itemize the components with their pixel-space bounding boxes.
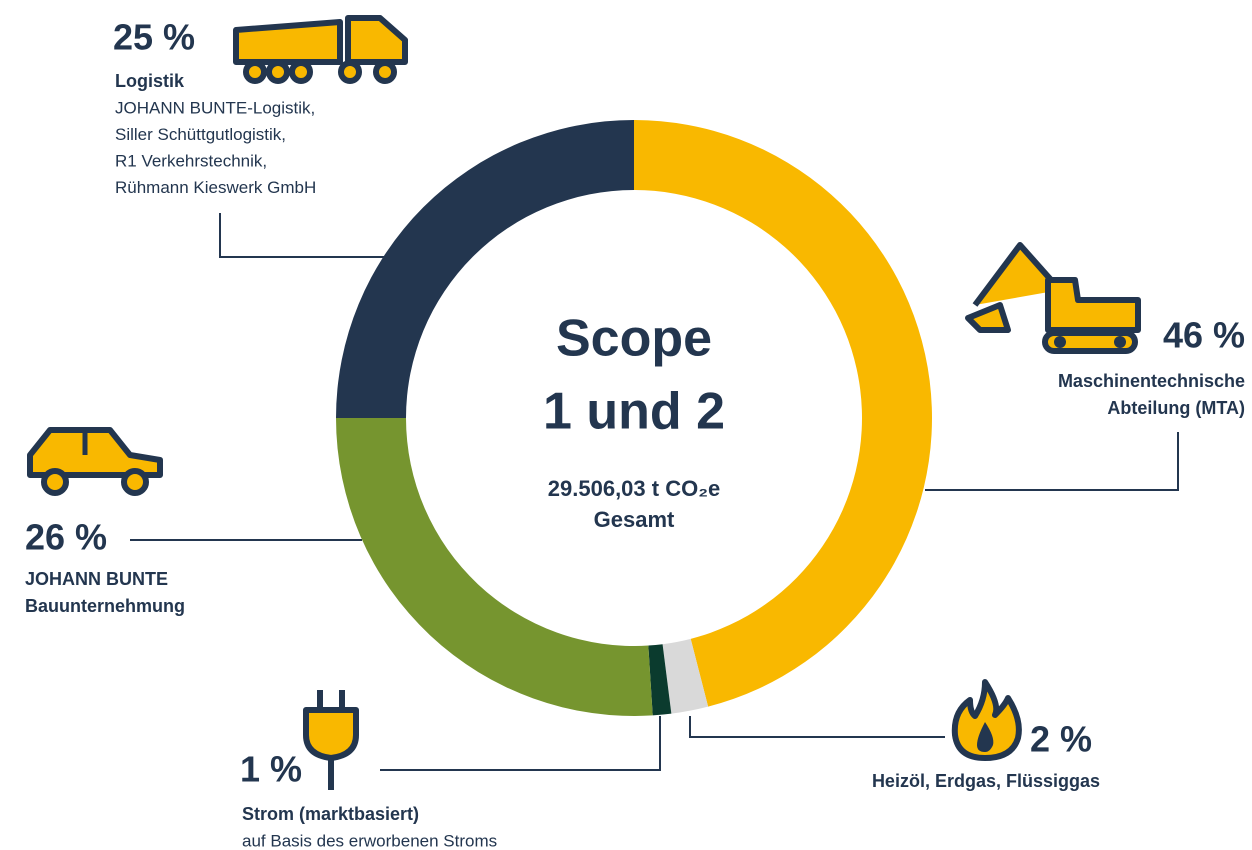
category-label-line: Maschinentechnische	[1058, 371, 1245, 391]
truck-icon	[233, 15, 408, 84]
leader-line	[689, 716, 945, 738]
leader-line	[380, 716, 661, 771]
donut-segment	[634, 120, 932, 707]
value-label: 2 %	[1030, 719, 1092, 760]
description: JOHANN BUNTE-Logistik,	[115, 98, 315, 117]
category-label-line: Bauunternehmung	[25, 596, 185, 616]
center-title-1: Scope	[556, 310, 712, 368]
description: Rühmann Kieswerk GmbH	[115, 178, 316, 197]
leader-line	[219, 213, 386, 258]
leader-line	[925, 432, 1179, 491]
category-label: Strom (marktbasiert)	[242, 804, 419, 824]
flame-icon	[951, 679, 1022, 761]
value-label: 46 %	[1163, 315, 1245, 356]
category-label-line: Heizöl, Erdgas, Flüssiggas	[872, 771, 1100, 791]
value-label: 26 %	[25, 517, 107, 558]
category-label-line: Logistik	[115, 71, 185, 91]
value-label: 1 %	[240, 749, 302, 790]
category-label: JOHANN BUNTE Bauunternehmung	[25, 569, 185, 616]
description: R1 Verkehrstechnik,	[115, 151, 267, 170]
category-label-line: Abteilung (MTA)	[1107, 398, 1245, 418]
center-note: Gesamt	[594, 507, 675, 532]
category-label: Heizöl, Erdgas, Flüssiggas	[872, 771, 1100, 791]
category-label: Logistik	[115, 71, 185, 91]
donut-segment	[336, 418, 653, 716]
plug-icon	[303, 690, 359, 790]
category-label-line: Strom (marktbasiert)	[242, 804, 419, 824]
center-subtitle: 29.506,03 t CO₂e	[548, 476, 720, 501]
category-label-line: JOHANN BUNTE	[25, 569, 168, 589]
value-label: 25 %	[113, 17, 195, 58]
donut-segment	[336, 120, 634, 418]
description: Siller Schüttgutlogistik,	[115, 125, 286, 144]
category-label: Maschinentechnische Abteilung (MTA)	[1058, 371, 1245, 418]
excavator-icon	[965, 242, 1141, 354]
description: auf Basis des erworbenen Stroms	[242, 831, 497, 850]
donut-segment	[662, 638, 709, 714]
center-title-2: 1 und 2	[543, 383, 725, 441]
donut-segment	[648, 644, 672, 716]
car-icon	[27, 427, 163, 496]
